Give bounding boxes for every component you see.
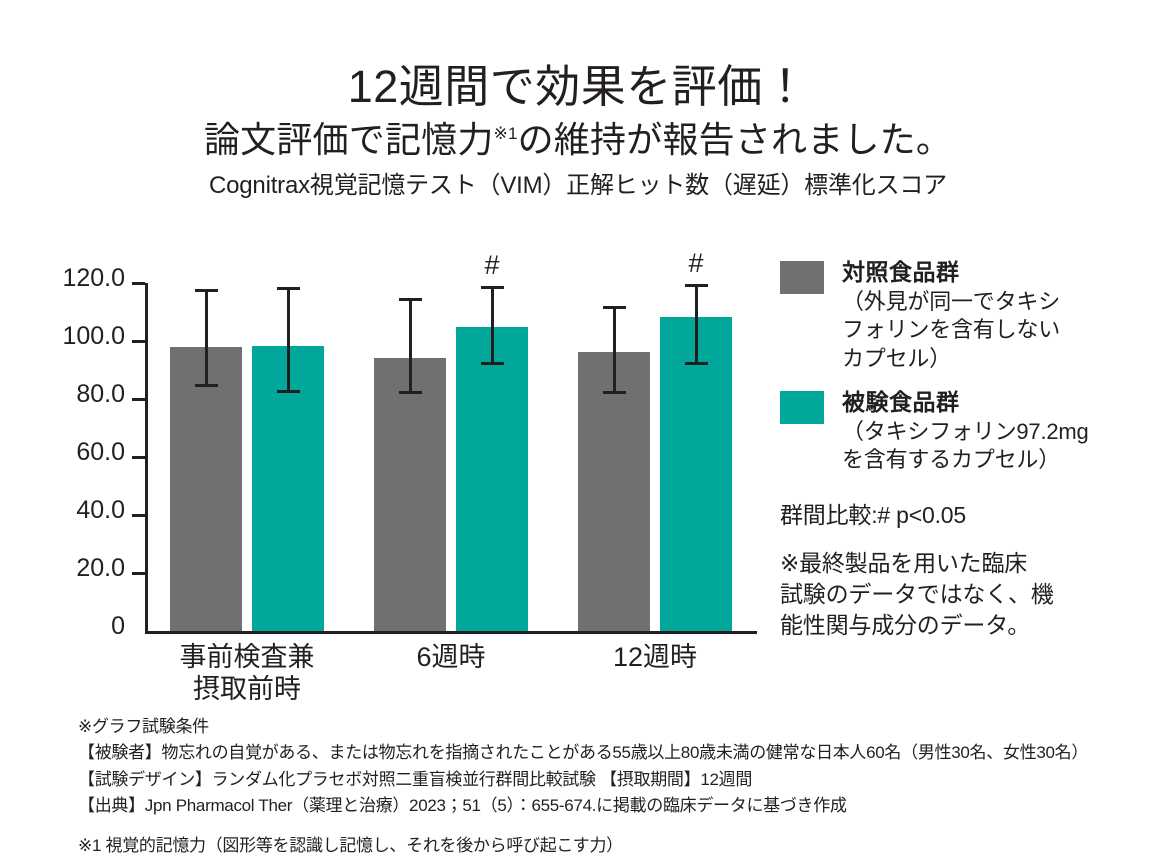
y-axis-tick-mark: [132, 514, 145, 517]
error-bar: [694, 284, 698, 365]
legend-text: 被験食品群 （タキシフォリン97.2mg を含有するカプセル）: [842, 388, 1089, 475]
footnote-source: 【出典】Jpn Pharmacol Ther（薬理と治療）2023；51（5）：…: [78, 796, 847, 816]
chart-legend: 対照食品群 （外見が同一でタキシ フォリンを含有しない カプセル） 被験食品群 （タキ…: [780, 258, 1156, 489]
y-axis-tick-mark: [132, 398, 145, 401]
page-title: 12週間で効果を評価！: [347, 61, 809, 112]
error-bar-cap: [480, 285, 504, 289]
legend-item-description: （タキシフォリン97.2mg を含有するカプセル）: [842, 418, 1089, 473]
error-bar-cap: [276, 389, 300, 393]
footnote-heading: ※グラフ試験条件: [78, 717, 209, 736]
legend-color-swatch: [780, 261, 824, 294]
error-bar-cap: [684, 284, 708, 288]
y-axis-line: [145, 283, 148, 631]
y-axis-tick-mark: [132, 340, 145, 343]
y-axis-tick-label: 60.0: [76, 438, 125, 466]
footnote-subjects: 【被験者】物忘れの自覚がある、または物忘れを指摘されたことがある55歳以上80歳…: [78, 743, 1089, 763]
error-bar: [286, 287, 290, 393]
y-axis-tick-label: 80.0: [76, 380, 125, 408]
error-bar: [204, 288, 208, 388]
y-axis-tick-mark: [132, 572, 145, 575]
legend-item: 対照食品群 （外見が同一でタキシ フォリンを含有しない カプセル）: [780, 258, 1156, 374]
legend-item-description: （外見が同一でタキシ フォリンを含有しない カプセル）: [842, 288, 1061, 372]
footnote-note1: ※1 視覚的記憶力（図形等を認識し記憶し、それを後から呼び起こす力）: [78, 836, 623, 856]
y-axis-tick-mark: [132, 282, 145, 285]
error-bar-cap: [276, 287, 300, 291]
error-bar-cap: [602, 390, 626, 394]
error-bar: [612, 306, 616, 394]
error-bar-cap: [480, 361, 504, 365]
bar-control: [170, 346, 242, 631]
error-bar-cap: [684, 361, 708, 365]
heading-block: 12週間で効果を評価！ 論文評価で記憶力※1の維持が報告されました。 Cogni…: [0, 61, 1156, 200]
x-axis-category-label: 事前検査兼 摂取前時: [179, 642, 315, 704]
significance-marker: #: [484, 249, 500, 280]
bar-chart: 0 20.0 40.0 60.0 80.0 100.0 120.0 # # 事前検査兼 摂取前…: [0, 250, 790, 720]
footnotes-block: ※グラフ試験条件 【被験者】物忘れの自覚がある、または物忘れを指摘されたことがあ…: [78, 714, 1148, 860]
y-axis-tick-label: 120.0: [62, 264, 125, 292]
y-axis-tick-label: 20.0: [76, 554, 125, 582]
subtitle-text-post: の維持が報告されました。: [517, 119, 953, 161]
error-bar-cap: [398, 390, 422, 394]
x-axis-line: [145, 631, 757, 634]
bar-test: [660, 316, 732, 631]
legend-text: 対照食品群 （外見が同一でタキシ フォリンを含有しない カプセル）: [842, 258, 1060, 374]
subtitle-text-pre: 論文評価で記憶力: [203, 119, 494, 161]
bar-control: [578, 352, 650, 631]
subtitle-footnote-mark: ※1: [493, 124, 518, 144]
y-axis-tick-label: 0: [111, 612, 125, 640]
legend-item-name: 対照食品群: [842, 259, 960, 285]
error-bar-cap: [602, 306, 626, 310]
legend-item: 被験食品群 （タキシフォリン97.2mg を含有するカプセル）: [780, 388, 1156, 475]
error-bar-cap: [194, 384, 218, 388]
y-axis-tick-label: 100.0: [62, 322, 125, 350]
error-bar: [490, 285, 494, 365]
legend-color-swatch: [780, 390, 824, 424]
y-axis-tick-mark: [132, 456, 145, 459]
bar-test: [456, 326, 528, 631]
chart-caption: Cognitrax視覚記憶テスト（VIM）正解ヒット数（遅延）標準化スコア: [209, 171, 947, 199]
bar-control: [374, 358, 446, 631]
error-bar: [408, 297, 412, 394]
significance-marker: #: [688, 248, 704, 279]
legend-item-name: 被験食品群: [842, 388, 960, 415]
error-bar-cap: [398, 297, 422, 301]
caution-note: ※最終製品を用いた臨床 試験のデータではなく、機 能性関与成分のデータ。: [780, 550, 1054, 639]
footnote-design: 【試験デザイン】ランダム化プラセボ対照二重盲検並行群間比較試験 【摂取期間】12…: [78, 769, 753, 789]
significance-note: 群間比較:# p<0.05: [780, 502, 966, 528]
y-axis-tick-label: 40.0: [76, 496, 125, 524]
x-axis-category-label: 6週時: [416, 642, 486, 672]
page-subtitle: 論文評価で記憶力※1の維持が報告されました。: [0, 118, 1156, 161]
x-axis-category-label: 12週時: [612, 642, 698, 672]
footnote-spacer: [78, 819, 1148, 833]
plot-region: # #: [145, 250, 757, 631]
bar-test: [252, 346, 324, 631]
error-bar-cap: [194, 288, 218, 292]
